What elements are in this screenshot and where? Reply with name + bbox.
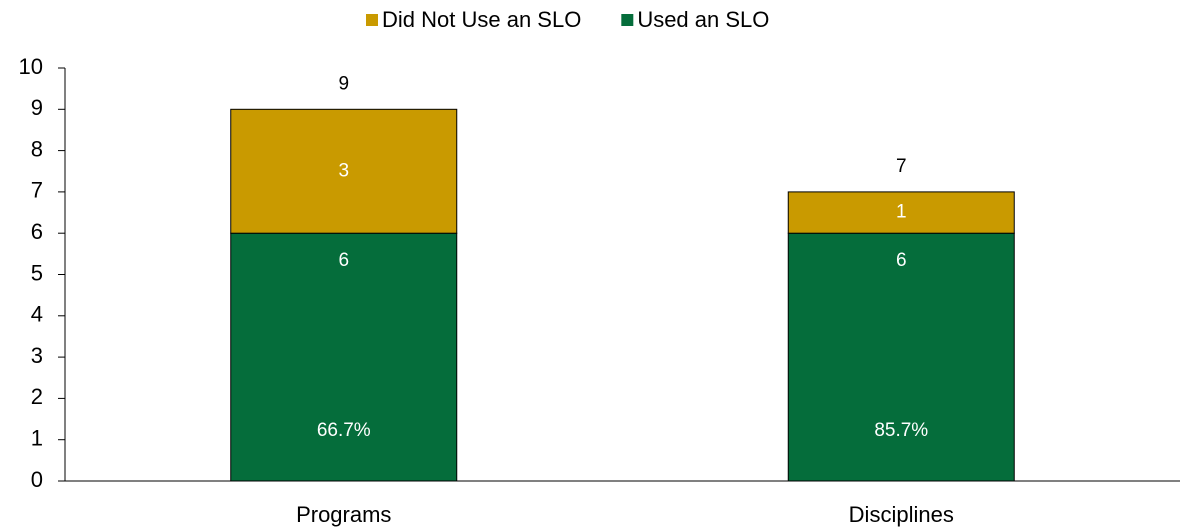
y-tick-label: 4	[31, 302, 43, 327]
y-tick-label: 6	[31, 219, 43, 244]
legend-swatch	[621, 14, 634, 26]
y-tick-label: 0	[31, 467, 43, 492]
total-label: 9	[338, 73, 349, 94]
y-tick-label: 3	[31, 343, 43, 368]
y-tick-label: 7	[31, 178, 43, 203]
data-label: 6	[896, 250, 907, 271]
y-tick-label: 2	[31, 384, 43, 409]
data-label: 3	[338, 160, 349, 181]
share-label: 85.7%	[874, 420, 928, 441]
y-tick-label: 10	[19, 54, 43, 79]
y-tick-label: 8	[31, 136, 43, 161]
total-label: 7	[896, 156, 907, 177]
x-tick-label: Programs	[296, 502, 391, 527]
data-label: 1	[896, 202, 907, 223]
legend-label: Did Not Use an SLO	[382, 7, 581, 32]
bar-segment	[230, 108, 458, 234]
y-tick-label: 5	[31, 260, 43, 285]
legend-label: Used an SLO	[637, 7, 769, 32]
share-label: 66.7%	[317, 420, 371, 441]
bar-segment	[230, 232, 458, 482]
data-label: 6	[338, 250, 349, 271]
y-tick-label: 1	[31, 426, 43, 451]
bar-segment	[787, 191, 1015, 234]
bar-segment	[787, 232, 1015, 482]
legend-swatch	[366, 14, 378, 26]
x-tick-label: Disciplines	[849, 502, 954, 527]
y-tick-label: 9	[31, 95, 43, 120]
